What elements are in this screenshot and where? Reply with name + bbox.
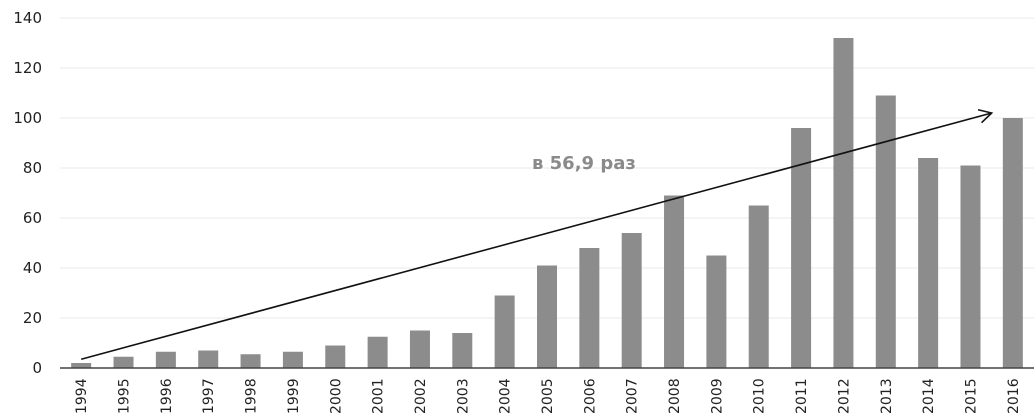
bar-2003: [452, 333, 473, 368]
bar-2000: [325, 345, 346, 368]
bar-2011: [791, 128, 812, 368]
x-tick-label: 2008: [667, 378, 683, 414]
x-tick-label: 2013: [879, 378, 895, 414]
x-tick-label: 2001: [371, 378, 387, 414]
bar-2010: [748, 205, 769, 368]
bar-2007: [621, 233, 642, 368]
x-tick-label: 2009: [709, 378, 725, 414]
x-tick-label: 2016: [1006, 378, 1022, 414]
x-tick-label: 2002: [413, 378, 429, 414]
x-tick-label: 2004: [498, 378, 514, 414]
growth-annotation: в 56,9 раз: [532, 153, 636, 174]
x-tick-label: 2010: [752, 378, 768, 414]
x-tick-label: 2005: [540, 378, 556, 414]
trend-arrow: [80, 108, 994, 361]
gridlines: [60, 17, 1034, 319]
bar-2002: [409, 330, 430, 368]
x-tick-label: 2012: [836, 378, 852, 414]
bar-1999: [282, 351, 303, 368]
y-tick-label: 80: [23, 159, 42, 177]
bar-2005: [537, 265, 557, 368]
y-tick-label: 100: [13, 109, 42, 127]
x-tick-label: 2014: [921, 378, 937, 414]
x-tick-label: 1998: [244, 378, 260, 414]
bar-2006: [579, 248, 600, 368]
bar-2013: [875, 95, 896, 368]
bar-1998: [240, 354, 261, 368]
x-tick-label: 1999: [286, 378, 302, 414]
y-tick-label: 120: [13, 59, 42, 77]
y-tick-label: 60: [23, 209, 42, 227]
bar-2014: [918, 158, 939, 368]
bar-2004: [494, 295, 515, 368]
bar-2016: [1002, 118, 1023, 368]
x-tick-label: 1997: [201, 378, 217, 414]
x-tick-label: 2007: [625, 378, 641, 414]
bar-1994: [71, 363, 92, 368]
x-tick-label: 2000: [328, 378, 344, 414]
y-tick-label: 20: [23, 309, 42, 327]
x-axis-ticks: 1994 1995 1996 1997 1998 1999 2000 2001 2002 2003…: [74, 378, 1022, 414]
bar-2008: [664, 195, 685, 368]
bar-1997: [198, 350, 219, 368]
bar-2001: [367, 336, 388, 368]
bar-1996: [155, 351, 176, 368]
x-tick-label: 1996: [159, 378, 175, 414]
x-tick-label: 2006: [582, 378, 598, 414]
x-tick-label: 2015: [963, 378, 979, 414]
y-axis-ticks: 0 20 40 60 80 100 120 140: [13, 9, 42, 377]
trend-arrow-head: [977, 108, 994, 124]
y-tick-label: 40: [23, 259, 42, 277]
y-tick-label: 0: [32, 359, 42, 377]
bar-2012: [833, 38, 854, 368]
x-tick-label: 1994: [74, 378, 90, 414]
bars: [71, 38, 1023, 368]
x-tick-label: 1995: [117, 378, 133, 414]
bar-2009: [706, 255, 727, 368]
trend-arrow-line: [80, 112, 992, 361]
y-tick-label: 140: [13, 9, 42, 27]
x-tick-label: 2003: [455, 378, 471, 414]
x-tick-label: 2011: [794, 378, 810, 414]
bar-2015: [960, 165, 981, 368]
bar-1995: [113, 356, 134, 368]
